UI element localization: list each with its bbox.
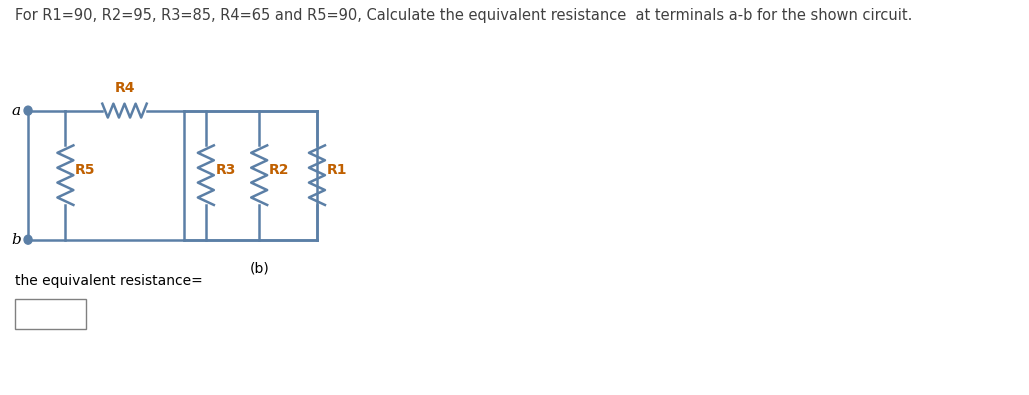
Text: For R1=90, R2=95, R3=85, R4=65 and R5=90, Calculate the equivalent resistance  a: For R1=90, R2=95, R3=85, R4=65 and R5=90… [14,8,912,23]
Text: R1: R1 [327,163,347,177]
Circle shape [24,106,32,115]
Text: R5: R5 [75,163,96,177]
Text: R2: R2 [269,163,289,177]
Text: the equivalent resistance=: the equivalent resistance= [14,275,203,288]
Text: b: b [11,233,21,247]
FancyBboxPatch shape [14,299,85,329]
Text: (b): (b) [249,261,269,276]
Text: a: a [11,103,21,118]
Text: R3: R3 [216,163,236,177]
Text: R4: R4 [114,81,135,95]
Circle shape [24,235,32,244]
